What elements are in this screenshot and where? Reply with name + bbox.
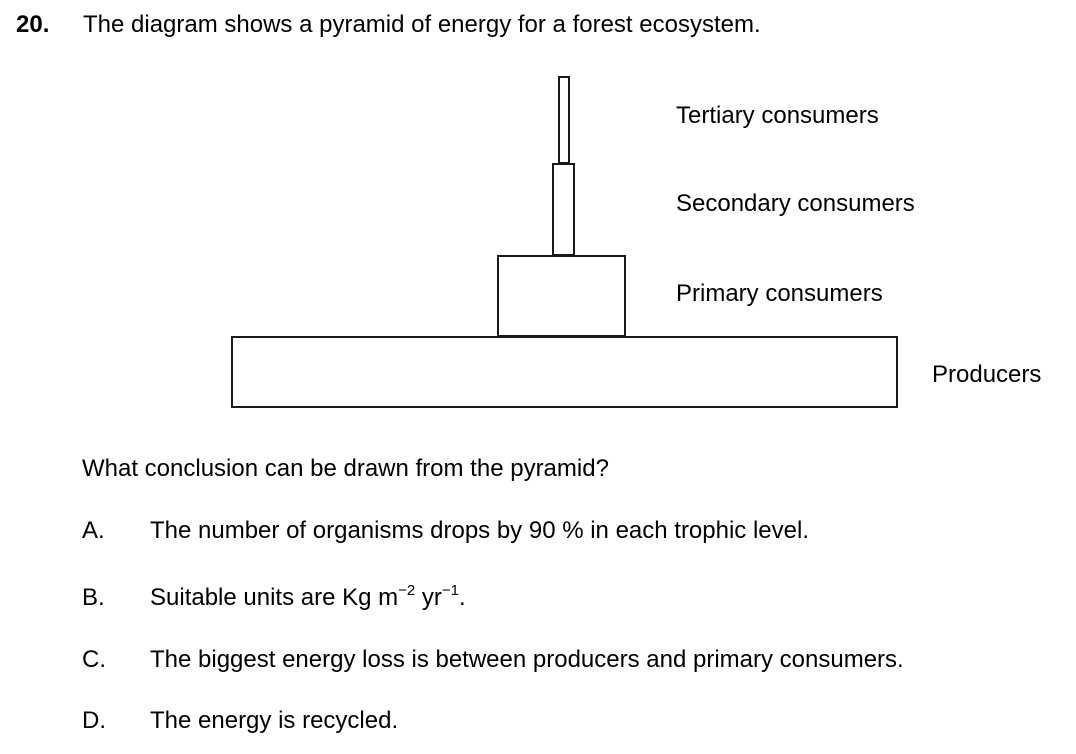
producers-block: [231, 336, 898, 408]
option-b-text-main: Suitable units are Kg m: [150, 584, 399, 611]
option-c-letter: C.: [82, 646, 106, 673]
option-a-text: The number of organisms drops by 90 % in…: [150, 517, 810, 544]
question-number: 20.: [16, 11, 50, 38]
option-d-text: The energy is recycled.: [150, 707, 399, 734]
primary-consumers-label: Primary consumers: [676, 280, 883, 307]
secondary-consumers-block: [552, 163, 575, 256]
option-b-text-yr: yr: [415, 584, 442, 611]
option-d-letter: D.: [82, 707, 106, 734]
option-b-exponent-yr: −1: [441, 582, 460, 599]
option-c-text: The biggest energy loss is between produ…: [150, 646, 904, 673]
option-a-letter: A.: [82, 517, 105, 544]
option-b-text: Suitable units are Kg m−2 yr−1.: [150, 582, 466, 612]
question-prompt: What conclusion can be drawn from the py…: [82, 455, 609, 482]
option-b-exponent-m: −2: [398, 582, 416, 599]
option-b-letter: B.: [82, 584, 105, 611]
producers-label: Producers: [932, 361, 1042, 388]
secondary-consumers-label: Secondary consumers: [676, 190, 915, 217]
tertiary-consumers-block: [558, 76, 570, 164]
option-b-text-end: .: [459, 584, 466, 611]
question-stem: The diagram shows a pyramid of energy fo…: [83, 11, 761, 38]
primary-consumers-block: [497, 255, 626, 337]
tertiary-consumers-label: Tertiary consumers: [676, 102, 879, 129]
